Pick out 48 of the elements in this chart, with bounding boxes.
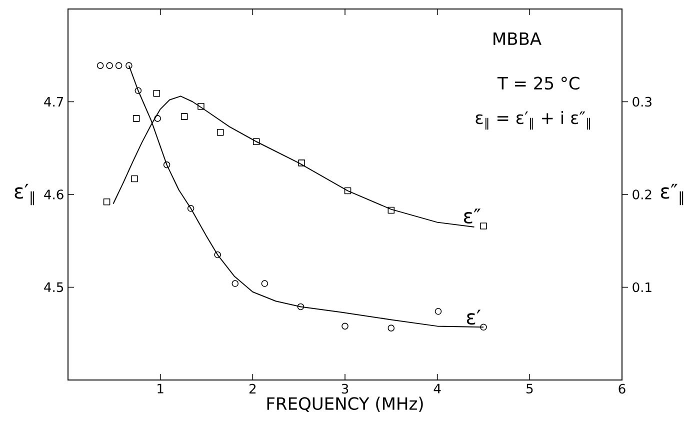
point	[232, 280, 239, 287]
point	[261, 280, 268, 287]
point	[214, 251, 221, 258]
point	[180, 113, 188, 120]
series-label: ε″	[464, 208, 481, 224]
point	[126, 62, 132, 69]
y-tick-label: 4.5	[44, 282, 64, 292]
y2-tick-label: 0.2	[632, 190, 652, 200]
point	[344, 187, 352, 194]
point	[480, 222, 487, 230]
point	[153, 90, 160, 97]
point	[388, 206, 395, 214]
point	[388, 324, 395, 332]
point	[163, 161, 170, 168]
point	[132, 115, 140, 122]
point	[106, 62, 113, 69]
point	[297, 303, 304, 310]
point	[115, 62, 122, 69]
y-tick-label: 4.7	[44, 97, 64, 106]
point	[480, 324, 487, 331]
annotation: MBBA	[494, 32, 542, 45]
point	[187, 205, 194, 212]
x-tick-label: 1	[158, 384, 164, 394]
point	[131, 175, 138, 182]
point	[342, 322, 348, 330]
annotation: T = 25 °C	[497, 76, 580, 90]
y2-tick-label: 0.1	[632, 282, 652, 292]
y2-tick-label: 0.3	[632, 96, 652, 107]
x-tick-label: 4	[434, 384, 441, 394]
point	[154, 115, 161, 122]
point	[103, 198, 110, 206]
point	[434, 308, 442, 315]
annotation: ε$_{∥}$ = ε′$_{∥}$ + i ε″$_{∥}$	[476, 110, 590, 130]
x-tick-label: 2	[249, 384, 256, 394]
point	[252, 138, 260, 146]
x-tick-label: 3	[342, 384, 348, 394]
point	[96, 62, 104, 69]
point	[298, 160, 306, 166]
series-label: ε′	[466, 310, 481, 325]
y2-axis-title: ε″$_{∥}$	[660, 184, 684, 206]
x-tick-label: 5	[526, 384, 533, 394]
point	[198, 102, 204, 110]
x-tick-label: 6	[618, 384, 626, 394]
x-axis-title: FREQUENCY (MHz)	[267, 396, 423, 412]
y-axis-title: ε′$_{∥}$	[14, 184, 34, 206]
point	[134, 87, 142, 94]
y-tick-label: 4.6	[44, 190, 64, 200]
point	[216, 128, 224, 136]
